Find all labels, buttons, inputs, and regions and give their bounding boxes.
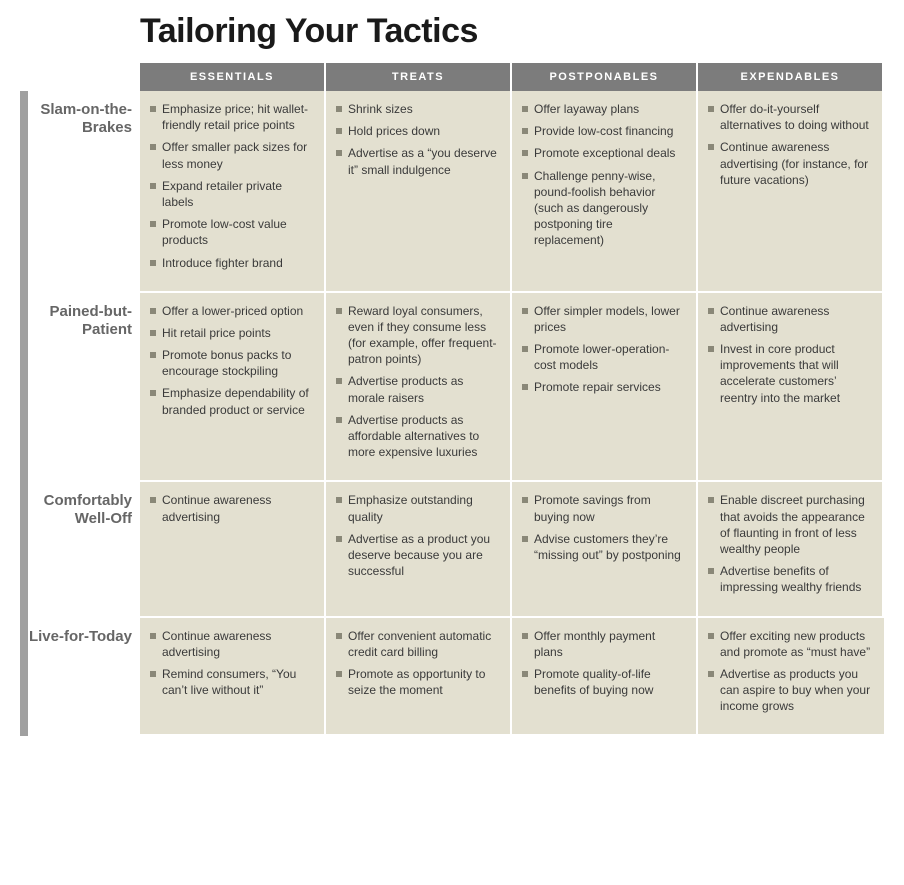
tactic-item: Continue awareness advertising [150, 492, 314, 524]
tactic-item: Hold prices down [336, 123, 500, 139]
tactic-cell: Enable discreet pur­chasing that avoids … [698, 482, 884, 617]
column-header: ESSENTIALS [140, 63, 326, 91]
tactic-item: Invest in core product improvements that… [708, 341, 872, 406]
tactic-cell: Emphasize outstand­ing quality Advertise … [326, 482, 512, 617]
tactic-item: Advertise as products you can aspire to … [708, 666, 874, 715]
tactic-item: Offer exciting new products and pro­mote… [708, 628, 874, 660]
tactic-item: Promote repair services [522, 379, 686, 395]
tactic-item: Offer layaway plans [522, 101, 686, 117]
tactic-cell: Reward loyal con­sumers, even if they co… [326, 293, 512, 483]
tactic-cell: Emphasize price; hit wallet-friendly ret… [140, 91, 326, 293]
tactic-cell: Continue awareness advertising [140, 482, 326, 617]
column-header: EXPENDABLES [698, 63, 884, 91]
column-header: POSTPONABLES [512, 63, 698, 91]
tactic-item: Continue aware­ness advertising (for ins… [708, 139, 872, 188]
tactic-item: Continue awareness advertising [150, 628, 314, 660]
row-header: Slam-on-the-Brakes [20, 91, 140, 293]
tactic-item: Offer monthly payment plans [522, 628, 686, 660]
tactic-item: Promote lower-operation-cost models [522, 341, 686, 373]
page-title: Tailoring Your Tactics [140, 12, 884, 51]
tactic-item: Promote bonus packs to encourage stockpi… [150, 347, 314, 379]
corner-spacer [20, 63, 140, 91]
column-header: TREATS [326, 63, 512, 91]
tactic-item: Emphasize depend­ability of branded prod… [150, 385, 314, 417]
tactic-cell: Offer do-it-yourself alternatives to doi… [698, 91, 884, 293]
tactic-cell: Promote savings from buying now Advise cu… [512, 482, 698, 617]
tactic-item: Emphasize outstand­ing quality [336, 492, 500, 524]
tactic-item: Reward loyal con­sumers, even if they co… [336, 303, 500, 368]
tactic-cell: Offer convenient automatic credit card b… [326, 618, 512, 737]
tactic-item: Advertise products as affordable alterna… [336, 412, 500, 461]
tactic-cell: Offer a lower-priced option Hit retail pr… [140, 293, 326, 483]
row-header: Pained-but-Patient [20, 293, 140, 483]
tactic-cell: Continue awareness advertising Remind con… [140, 618, 326, 737]
tactic-item: Provide low-cost financing [522, 123, 686, 139]
tactic-item: Offer smaller pack sizes for less money [150, 139, 314, 171]
row-header: Live-for-Today [20, 618, 140, 737]
tactic-item: Offer convenient automatic credit card b… [336, 628, 500, 660]
tactic-cell: Continue awareness advertising Invest in … [698, 293, 884, 483]
tactic-item: Enable discreet pur­chasing that avoids … [708, 492, 872, 557]
tactic-item: Advertise products as morale raisers [336, 373, 500, 405]
tactic-item: Introduce fighter brand [150, 255, 314, 271]
tactic-item: Advertise benefits of impressing wealthy… [708, 563, 872, 595]
tactic-item: Continue awareness advertising [708, 303, 872, 335]
tactic-item: Emphasize price; hit wallet-friendly ret… [150, 101, 314, 133]
tactic-item: Hit retail price points [150, 325, 314, 341]
tactic-item: Offer a lower-priced option [150, 303, 314, 319]
tactic-cell: Offer monthly payment plans Promote quali… [512, 618, 698, 737]
tactic-cell: Shrink sizes Hold prices down Advertise as… [326, 91, 512, 293]
tactic-item: Promote quality-of-life benefits of buyi… [522, 666, 686, 698]
tactic-cell: Offer simpler models, lower prices Promot… [512, 293, 698, 483]
tactic-cell: Offer exciting new products and pro­mote… [698, 618, 884, 737]
tactic-item: Offer do-it-yourself alternatives to doi… [708, 101, 872, 133]
tactic-item: Offer simpler models, lower prices [522, 303, 686, 335]
tactic-item: Promote as op­portunity to seize the mom… [336, 666, 500, 698]
tactic-cell: Offer layaway plans Provide low-cost fina… [512, 91, 698, 293]
tactic-item: Promote exceptional deals [522, 145, 686, 161]
tactics-grid: ESSENTIALSTREATSPOSTPONABLESEXPENDABLES S… [20, 63, 884, 736]
tactic-item: Advertise as a “you deserve it” small in… [336, 145, 500, 177]
tactic-item: Advise customers they’re “missing out” b… [522, 531, 686, 563]
tactic-item: Promote savings from buying now [522, 492, 686, 524]
row-header: Comfortably Well-Off [20, 482, 140, 617]
tactic-item: Remind consum­ers, “You can’t live witho… [150, 666, 314, 698]
tactic-item: Shrink sizes [336, 101, 500, 117]
tactic-item: Promote low-cost value products [150, 216, 314, 248]
tactic-item: Challenge penny-wise, pound-foolish beha… [522, 168, 686, 249]
tactic-item: Advertise as a product you deserve becau… [336, 531, 500, 580]
tactic-item: Expand retailer private labels [150, 178, 314, 210]
